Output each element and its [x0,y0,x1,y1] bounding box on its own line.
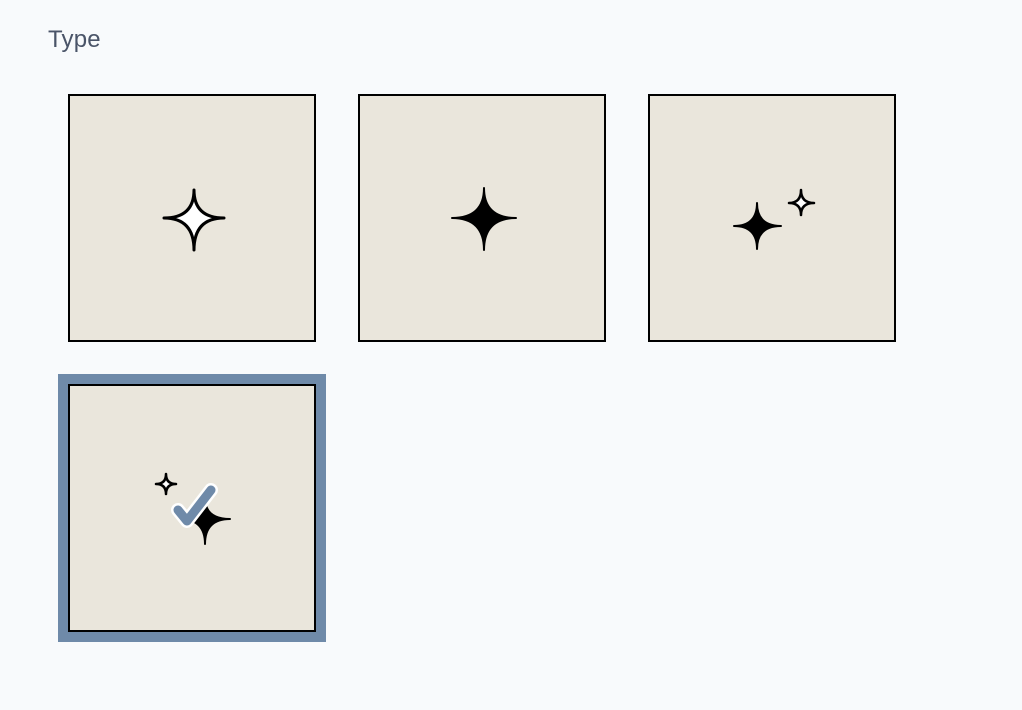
type-option-sparkles-pair-left[interactable] [58,374,326,642]
type-label: Type [48,26,101,53]
type-option-sparkles-pair-right[interactable] [648,94,896,342]
checkmark-icon [171,483,218,528]
sparkles-pair-icon [733,188,816,250]
type-option-sparkle-filled[interactable] [358,94,606,342]
sparkle-filled-icon [451,187,517,251]
sparkle-outline-icon [162,188,226,252]
sparkles-pair-alt-icon [154,472,231,545]
type-option-sparkle-outline[interactable] [68,94,316,342]
